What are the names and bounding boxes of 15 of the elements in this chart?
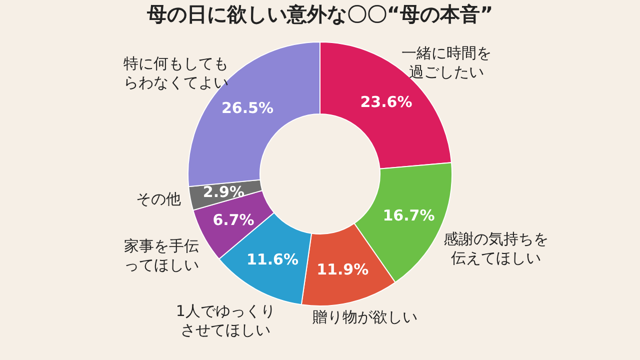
data-label: 11.6% xyxy=(246,250,298,269)
data-label: 6.7% xyxy=(212,211,254,230)
data-label: 23.6% xyxy=(360,92,412,111)
slice-label: 1人でゆっくりさせてほしい xyxy=(176,302,276,339)
data-label: 2.9% xyxy=(202,183,245,202)
data-label: 26.5% xyxy=(221,99,274,118)
slice-label: 特に何もしてもらわなくてよい xyxy=(124,54,229,92)
data-label: 16.7% xyxy=(382,206,435,225)
data-label: 11.9% xyxy=(316,260,369,278)
slice-label: その他 xyxy=(136,190,181,208)
slice-label: 贈り物が欲しい xyxy=(312,308,418,326)
slice-label: 家事を手伝ってほしい xyxy=(124,237,200,274)
slice-label: 感謝の気持ちを伝えてほしい xyxy=(444,230,549,267)
slice-label: 一緒に時間を過ごしたい xyxy=(401,44,492,82)
chart-title: 母の日に欲しい意外な〇〇“母の本音” xyxy=(146,2,494,26)
